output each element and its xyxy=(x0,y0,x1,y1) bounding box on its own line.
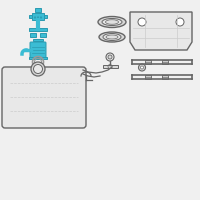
Polygon shape xyxy=(40,33,46,37)
Polygon shape xyxy=(33,39,43,41)
Circle shape xyxy=(106,53,114,61)
Polygon shape xyxy=(162,75,168,79)
Polygon shape xyxy=(29,15,32,18)
Polygon shape xyxy=(44,15,47,18)
Polygon shape xyxy=(130,12,192,50)
Polygon shape xyxy=(30,33,36,37)
Polygon shape xyxy=(29,28,47,31)
FancyBboxPatch shape xyxy=(30,42,46,58)
Circle shape xyxy=(34,64,42,73)
FancyBboxPatch shape xyxy=(2,67,86,128)
Circle shape xyxy=(176,18,184,26)
Circle shape xyxy=(138,64,146,71)
Ellipse shape xyxy=(102,19,122,25)
Polygon shape xyxy=(145,75,151,79)
Polygon shape xyxy=(145,60,151,64)
Circle shape xyxy=(40,17,42,18)
Ellipse shape xyxy=(99,32,125,42)
Circle shape xyxy=(34,17,36,18)
Circle shape xyxy=(108,55,112,59)
Polygon shape xyxy=(29,57,47,59)
Ellipse shape xyxy=(103,33,121,40)
FancyBboxPatch shape xyxy=(32,13,44,20)
Circle shape xyxy=(140,66,144,69)
Ellipse shape xyxy=(106,35,118,39)
Polygon shape xyxy=(162,60,168,64)
Polygon shape xyxy=(35,8,41,12)
Ellipse shape xyxy=(98,17,126,27)
Circle shape xyxy=(138,18,146,26)
Circle shape xyxy=(37,17,39,18)
Ellipse shape xyxy=(106,20,118,24)
Circle shape xyxy=(31,62,45,76)
Polygon shape xyxy=(103,65,118,68)
